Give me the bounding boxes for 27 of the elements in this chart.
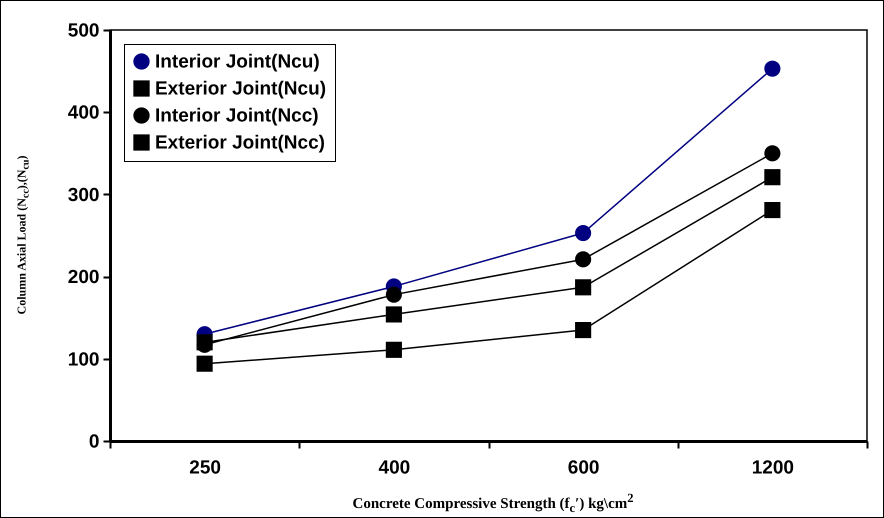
point (764, 60, 780, 77)
legend-label: Exterior Joint(Ncu) (155, 78, 326, 100)
x-tick-label: 600 (568, 458, 600, 478)
point (386, 306, 402, 322)
x-axis-title: Concrete Compressive Strength (f$_{c}$′) kg\cm$^{2}$ (352, 491, 634, 516)
y-tick-label: 200 (68, 267, 100, 288)
x-tick-label: 400 (378, 458, 410, 478)
point (575, 322, 592, 338)
y-tick-label: 100 (68, 349, 100, 370)
point (386, 342, 402, 358)
point (196, 356, 213, 372)
y-tick-label: 500 (68, 20, 100, 42)
point (575, 279, 592, 296)
point (764, 202, 780, 218)
legend-label: Exterior Joint(Ncc) (155, 132, 325, 154)
legend-label: Interior Joint(Ncu) (155, 52, 320, 72)
point (575, 224, 592, 242)
point (575, 251, 592, 268)
x-tick-label: 250 (189, 458, 221, 478)
y-tick-label: 0 (88, 432, 100, 452)
x-tick-label: 1200 (752, 458, 794, 478)
point (764, 145, 780, 162)
point (386, 286, 402, 303)
y-tick-label: 400 (68, 102, 100, 124)
y-tick-label: 300 (68, 184, 100, 206)
point (764, 169, 780, 186)
legend-label: Interior Joint(Ncc) (155, 106, 319, 126)
